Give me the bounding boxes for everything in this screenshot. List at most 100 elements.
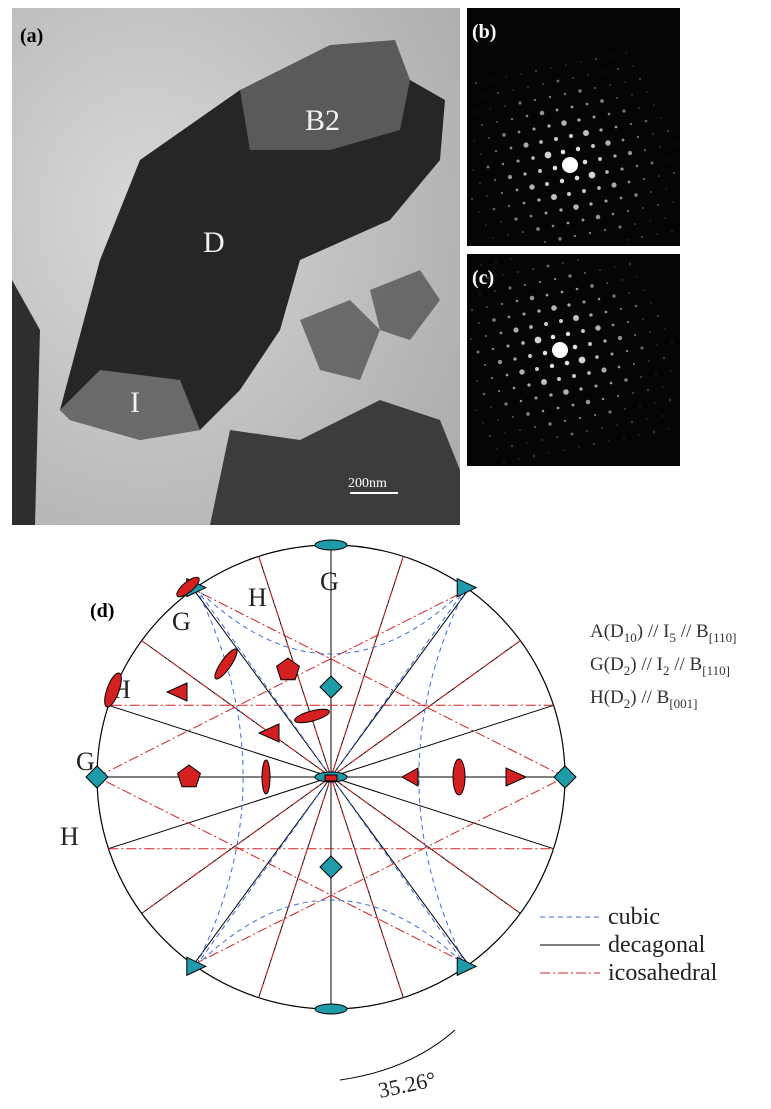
spot bbox=[581, 329, 585, 333]
panel-a: (a) B2 D I 200nm bbox=[12, 8, 460, 525]
spot bbox=[549, 393, 552, 396]
spot bbox=[618, 336, 622, 340]
spot bbox=[639, 78, 641, 80]
spot bbox=[608, 410, 611, 413]
spot bbox=[482, 95, 483, 96]
spot bbox=[472, 169, 473, 170]
spot bbox=[535, 397, 538, 400]
spot bbox=[535, 70, 537, 72]
spot bbox=[622, 139, 625, 142]
spot bbox=[626, 239, 627, 240]
spot bbox=[484, 364, 486, 366]
spot bbox=[572, 404, 575, 407]
spot bbox=[526, 115, 529, 118]
spot bbox=[500, 221, 502, 223]
spot bbox=[598, 298, 601, 301]
two-fold-ellipse bbox=[315, 1004, 347, 1014]
spot bbox=[662, 386, 663, 387]
spot bbox=[655, 373, 656, 374]
spot bbox=[589, 202, 592, 205]
spot bbox=[475, 82, 477, 84]
spot bbox=[511, 118, 513, 120]
spot bbox=[540, 111, 544, 115]
spot bbox=[643, 289, 644, 290]
spot bbox=[645, 120, 648, 123]
spot bbox=[593, 443, 595, 445]
spot bbox=[594, 87, 596, 89]
spot bbox=[535, 337, 542, 344]
relation: G(D2) // I2 // B[110] bbox=[590, 654, 730, 678]
spot bbox=[596, 215, 600, 219]
spot bbox=[518, 131, 521, 134]
spot bbox=[547, 265, 550, 268]
icosahedral-circle bbox=[97, 777, 469, 965]
spot bbox=[556, 109, 559, 112]
spot bbox=[671, 341, 672, 342]
spot bbox=[573, 345, 578, 350]
relation-text: A(D bbox=[590, 621, 624, 642]
spot bbox=[608, 440, 609, 441]
spot bbox=[558, 237, 561, 240]
spot bbox=[669, 399, 671, 401]
spot bbox=[545, 152, 552, 159]
spot bbox=[663, 357, 665, 359]
four-fold-diamond bbox=[320, 676, 342, 698]
pole-label: G bbox=[172, 607, 191, 636]
region-label: B2 bbox=[305, 104, 340, 137]
spot bbox=[576, 147, 580, 151]
spot bbox=[589, 172, 596, 179]
spot bbox=[639, 405, 640, 406]
spot bbox=[510, 258, 511, 259]
spot bbox=[567, 222, 570, 225]
spot bbox=[578, 446, 579, 447]
spot bbox=[495, 150, 497, 152]
spot bbox=[497, 419, 498, 420]
spot bbox=[587, 74, 588, 75]
spot bbox=[644, 149, 646, 151]
five-fold-pentagon bbox=[178, 765, 201, 787]
spot bbox=[537, 309, 540, 312]
spot bbox=[506, 374, 509, 377]
spot bbox=[542, 410, 545, 413]
spot bbox=[579, 417, 581, 419]
spot bbox=[599, 128, 602, 131]
spot bbox=[648, 360, 650, 362]
spot bbox=[622, 109, 625, 112]
spot bbox=[550, 364, 554, 368]
spot bbox=[609, 84, 611, 86]
spot bbox=[649, 220, 650, 221]
spot bbox=[632, 65, 633, 66]
spot bbox=[598, 157, 602, 161]
spot bbox=[567, 192, 571, 196]
spot bbox=[593, 116, 596, 119]
spot bbox=[605, 140, 610, 145]
spot bbox=[492, 237, 493, 238]
pole-label: G bbox=[320, 567, 339, 596]
spot bbox=[512, 89, 513, 90]
spot bbox=[640, 376, 642, 378]
relation-text: ) // I bbox=[637, 621, 670, 642]
spot bbox=[572, 374, 576, 378]
panel-label: (b) bbox=[472, 21, 496, 43]
spot bbox=[599, 269, 601, 271]
spot bbox=[629, 263, 631, 265]
spot bbox=[560, 179, 564, 183]
spot bbox=[657, 315, 659, 317]
spot bbox=[534, 426, 536, 428]
spot bbox=[671, 230, 672, 231]
spot bbox=[664, 217, 665, 218]
spot bbox=[486, 306, 488, 308]
center-marker bbox=[325, 775, 337, 781]
spot bbox=[642, 318, 644, 320]
spot bbox=[624, 408, 626, 410]
spot bbox=[658, 175, 660, 177]
spot bbox=[628, 292, 630, 294]
spot bbox=[652, 133, 654, 135]
spot bbox=[594, 414, 596, 416]
spot bbox=[548, 452, 549, 453]
spot bbox=[488, 137, 490, 139]
spot bbox=[636, 276, 637, 277]
spot bbox=[602, 398, 605, 401]
spot bbox=[666, 159, 667, 160]
spot bbox=[574, 235, 576, 237]
